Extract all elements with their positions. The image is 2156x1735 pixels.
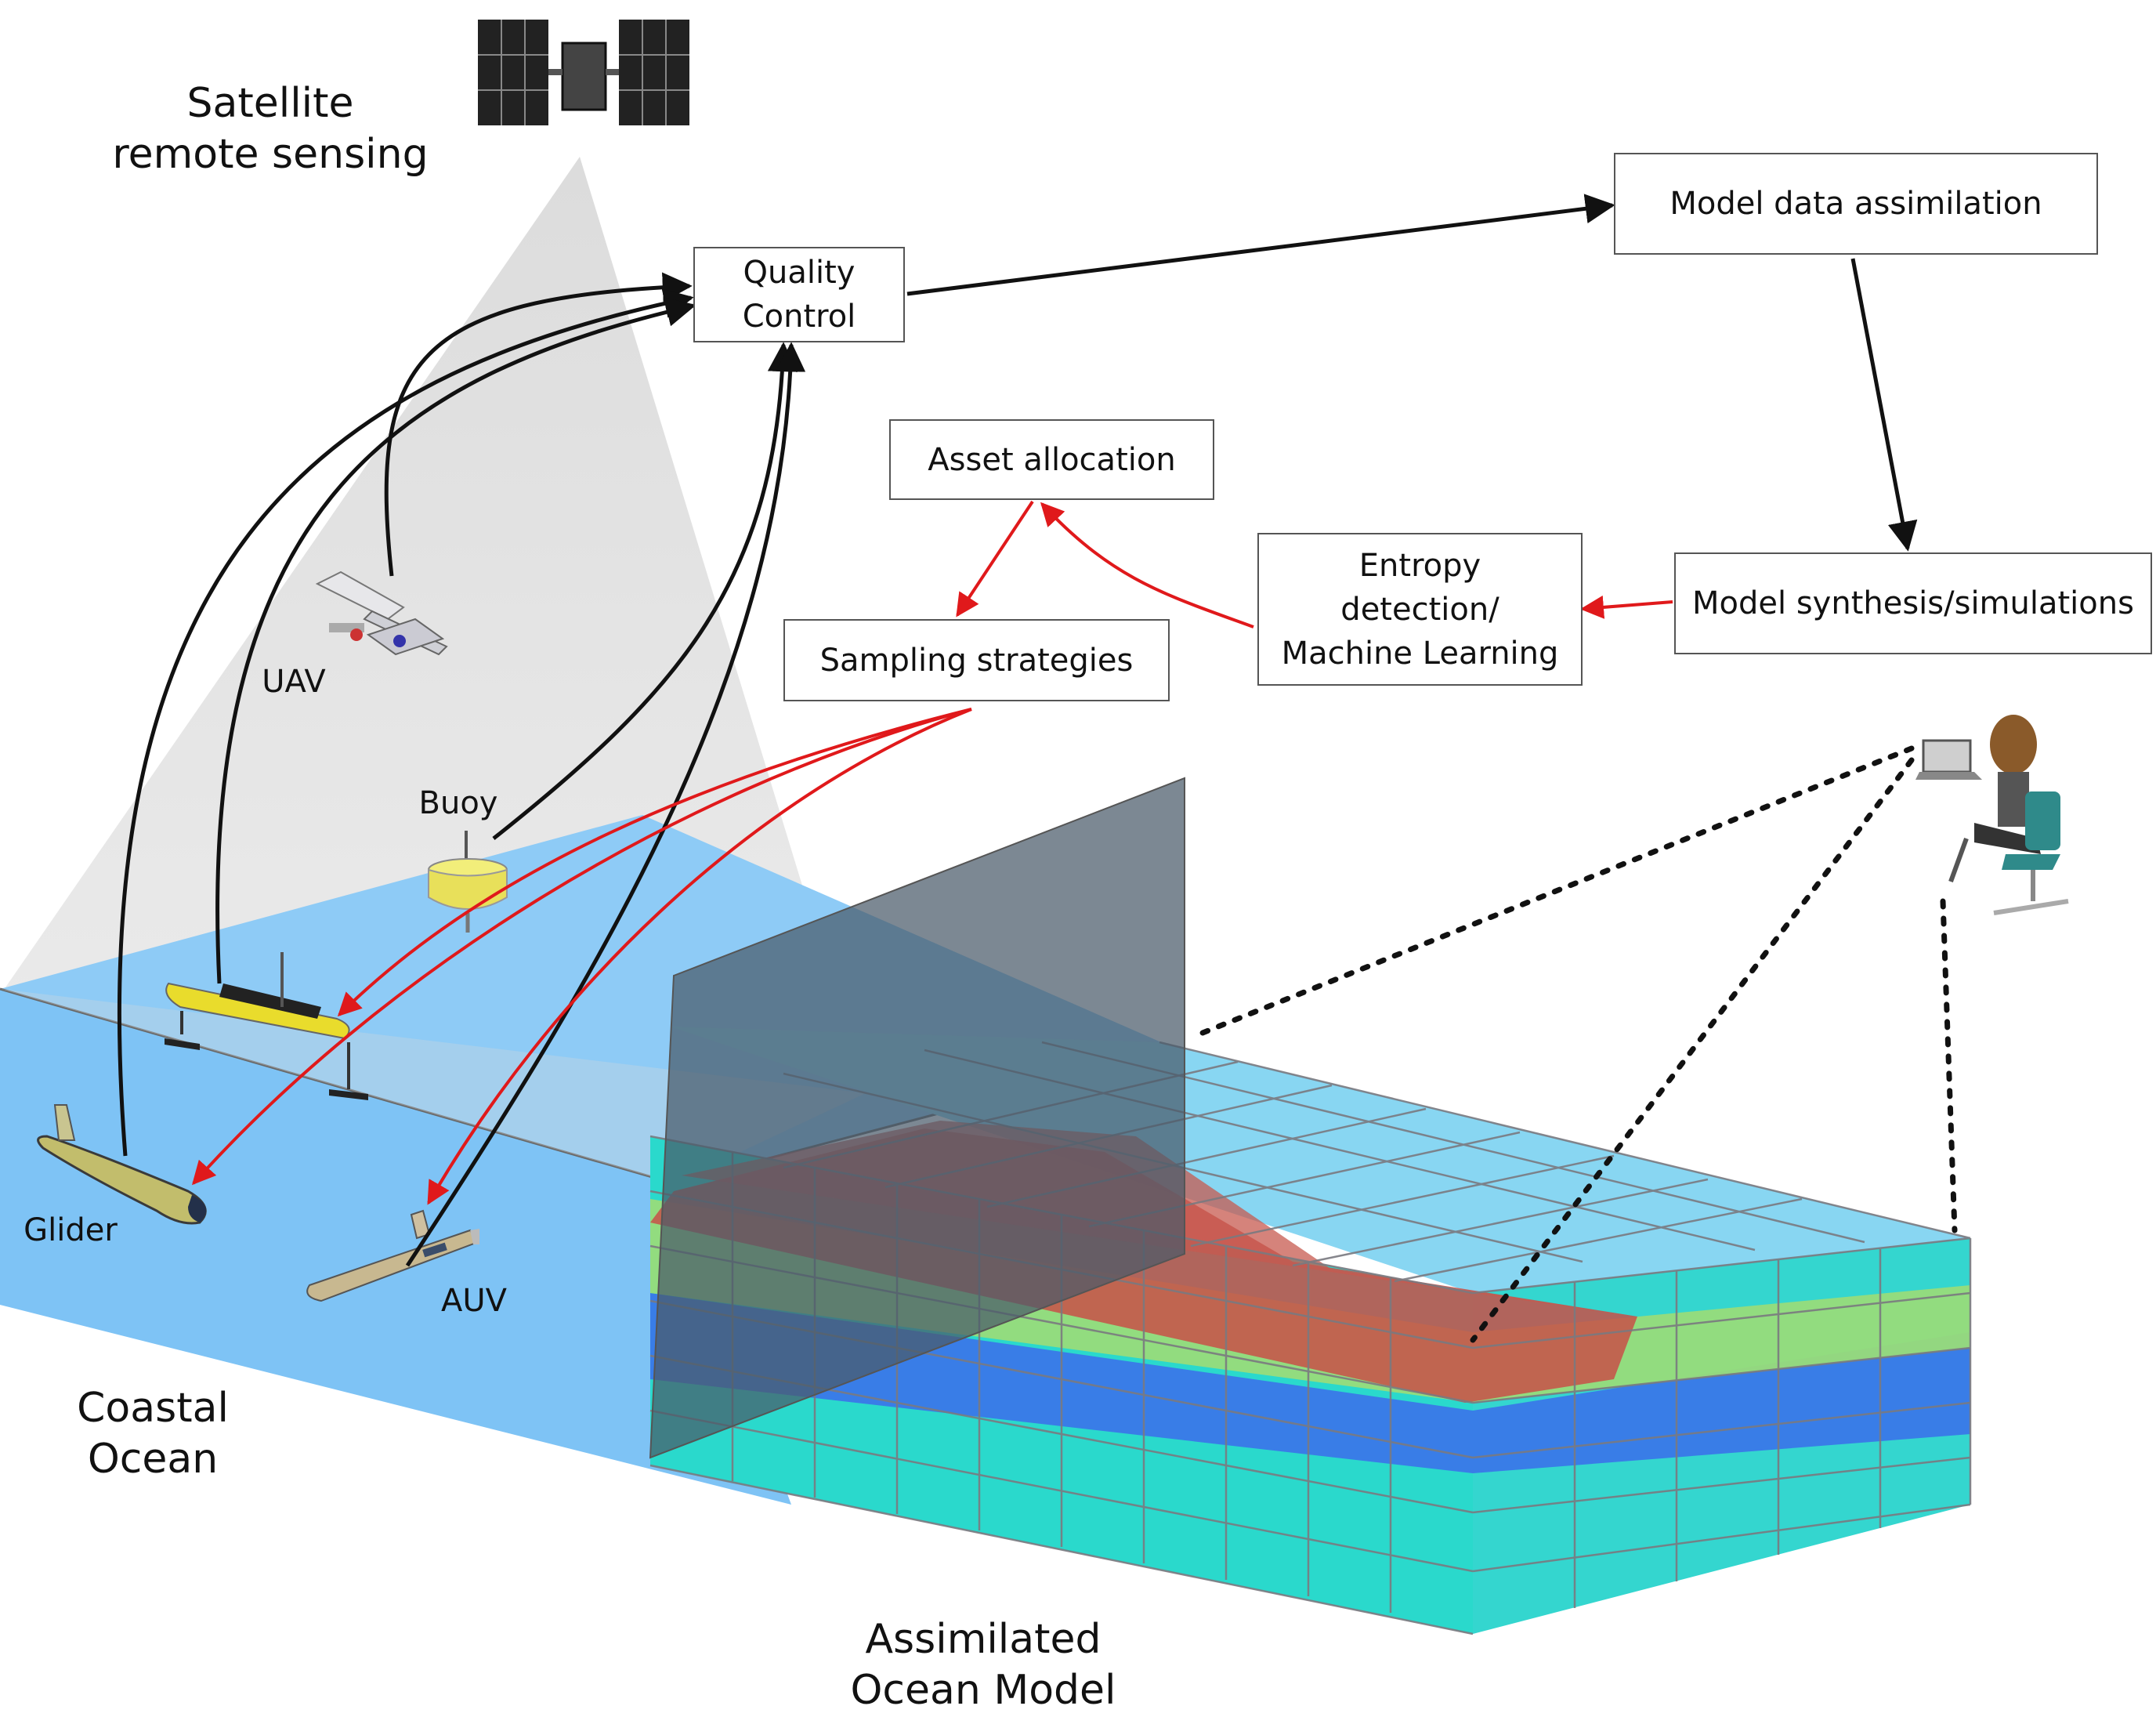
arrow-auv-to-qc xyxy=(405,342,806,1267)
sampling-strategies-text: Sampling strategies xyxy=(819,642,1134,679)
satellite-icon xyxy=(478,20,689,125)
person-at-computer-icon xyxy=(1915,715,2069,915)
uav-label: UAV xyxy=(262,664,326,700)
auv-label: AUV xyxy=(440,1283,507,1319)
model-synthesis-text: Model synthesis/simulations xyxy=(1692,585,2134,621)
quality-control-text: Quality Control xyxy=(742,255,856,335)
arrow-sampling-to-waveglider xyxy=(337,708,972,1017)
model-data-assimilation-box: Model data assimilation xyxy=(1614,153,2098,255)
arrow-uav-to-qc xyxy=(384,272,693,577)
assimilated-model-label: Assimilated Ocean Model xyxy=(850,1616,1116,1714)
arrow-buoy-to-qc xyxy=(492,342,798,840)
auv-icon xyxy=(306,1209,479,1302)
wave-glider-icon xyxy=(165,952,368,1100)
vertical-slice-edge xyxy=(649,777,1185,1459)
quality-control-box: Quality Control xyxy=(693,247,905,342)
ocean-front xyxy=(0,989,791,1505)
cone-in-water xyxy=(0,989,866,1183)
model-layer-blue xyxy=(650,1293,1970,1473)
arrow-sampling-to-auv xyxy=(427,708,972,1205)
glider-label: Glider xyxy=(24,1212,118,1248)
view-dotted-lines xyxy=(1196,745,1958,1343)
arrow-sampling-to-glider xyxy=(191,708,972,1186)
model-synthesis-box: Model synthesis/simulations xyxy=(1674,552,2152,654)
coastal-ocean-label: Coastal Ocean xyxy=(77,1385,229,1483)
vertical-slice-plane xyxy=(650,778,1185,1458)
model-layer-green xyxy=(650,1199,1970,1403)
black-data-arrows xyxy=(118,194,1918,1267)
buoy-label: Buoy xyxy=(418,785,498,821)
arrow-glider-to-qc xyxy=(118,288,694,1157)
arrow-synthesis-to-entropy xyxy=(1580,595,1673,619)
red-feedback-arrows xyxy=(191,500,1673,1205)
arrow-entropy-to-asset xyxy=(1040,502,1254,628)
asset-allocation-box: Asset allocation xyxy=(889,419,1214,500)
entropy-detection-box: Entropy detection/ Machine Learning xyxy=(1257,533,1583,686)
glider-icon xyxy=(37,1104,207,1225)
arrow-qc-to-assimilation xyxy=(906,194,1615,296)
model-data-assimilation-text: Model data assimilation xyxy=(1669,186,2042,222)
arrow-assimilation-to-synthesis xyxy=(1850,258,1918,552)
sampling-strategies-box: Sampling strategies xyxy=(783,619,1170,701)
asset-allocation-text: Asset allocation xyxy=(928,441,1176,478)
arrow-asset-to-sampling xyxy=(956,500,1034,618)
entropy-detection-text: Entropy detection/ Machine Learning xyxy=(1281,547,1559,672)
satellite-label: Satellite remote sensing xyxy=(112,80,429,178)
uav-icon xyxy=(315,570,448,656)
arrow-waveglider-to-qc xyxy=(215,297,696,984)
